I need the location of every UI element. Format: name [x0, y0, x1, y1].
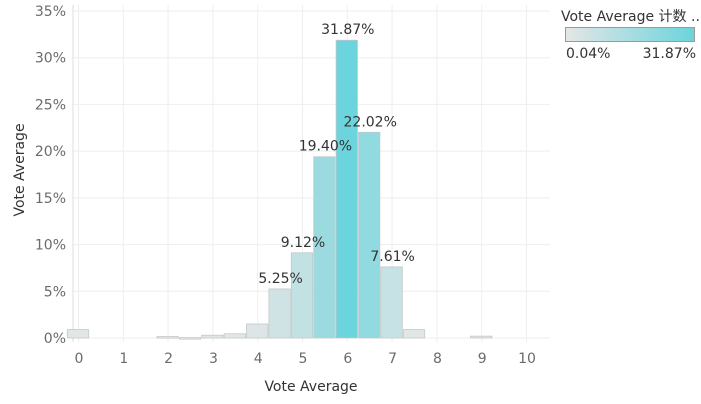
- bar-data-label: 9.12%: [281, 235, 325, 251]
- y-tick-label: 0%: [44, 331, 66, 347]
- bar-data-label: 19.40%: [299, 139, 352, 155]
- x-tick-label: 4: [254, 351, 263, 367]
- x-tick-label: 9: [478, 351, 487, 367]
- histogram-bars: [66, 39, 493, 340]
- bar-data-label: 22.02%: [344, 114, 397, 130]
- x-tick-label: 5: [299, 351, 308, 367]
- bar-data-label: 31.87%: [321, 22, 374, 38]
- histogram-bar[interactable]: [335, 39, 358, 339]
- x-axis-ticks: 0 1 2 3 4 5 6 7 8 9 10: [75, 351, 536, 367]
- histogram-bar[interactable]: [470, 335, 493, 339]
- y-tick-label: 5%: [44, 284, 66, 300]
- x-tick-label: 1: [119, 351, 128, 367]
- x-axis-title: Vote Average: [264, 379, 357, 395]
- histogram-bar[interactable]: [223, 333, 246, 339]
- legend-max-label: 31.87%: [642, 46, 696, 62]
- y-tick-label: 35%: [35, 4, 66, 20]
- histogram-bar[interactable]: [380, 266, 403, 339]
- bar-data-label: 5.25%: [258, 271, 302, 287]
- x-tick-label: 3: [209, 351, 218, 367]
- y-tick-label: 20%: [35, 144, 66, 160]
- histogram-bar[interactable]: [290, 252, 314, 339]
- y-tick-label: 30%: [35, 51, 66, 67]
- histogram-bar[interactable]: [178, 337, 202, 340]
- x-tick-label: 0: [75, 351, 84, 367]
- y-tick-label: 10%: [35, 238, 66, 254]
- histogram-bar[interactable]: [66, 329, 90, 339]
- histogram-bar[interactable]: [246, 323, 269, 339]
- x-tick-label: 2: [164, 351, 173, 367]
- histogram-bar[interactable]: [268, 288, 291, 339]
- x-tick-label: 7: [388, 351, 397, 367]
- legend-title: Vote Average 计数 ..: [561, 9, 700, 25]
- histogram-bar[interactable]: [358, 131, 381, 339]
- histogram-bar[interactable]: [313, 156, 336, 339]
- bar-data-label: 7.61%: [370, 249, 414, 265]
- x-tick-label: 10: [518, 351, 536, 367]
- x-tick-label: 8: [433, 351, 442, 367]
- histogram-bar[interactable]: [402, 329, 426, 339]
- x-tick-label: 6: [343, 351, 352, 367]
- y-axis-ticks: 0% 5% 10% 15% 20% 25% 30% 35%: [35, 4, 66, 347]
- y-tick-label: 15%: [35, 191, 66, 207]
- legend-gradient-bar: [565, 27, 695, 42]
- legend-min-label: 0.04%: [566, 46, 611, 62]
- y-tick-label: 25%: [35, 97, 66, 113]
- histogram-bar[interactable]: [201, 334, 224, 339]
- data-labels: 5.25% 9.12% 19.40% 31.87% 22.02% 7.61%: [258, 22, 414, 287]
- y-axis-title: Vote Average: [12, 123, 28, 216]
- histogram-bar[interactable]: [156, 336, 179, 339]
